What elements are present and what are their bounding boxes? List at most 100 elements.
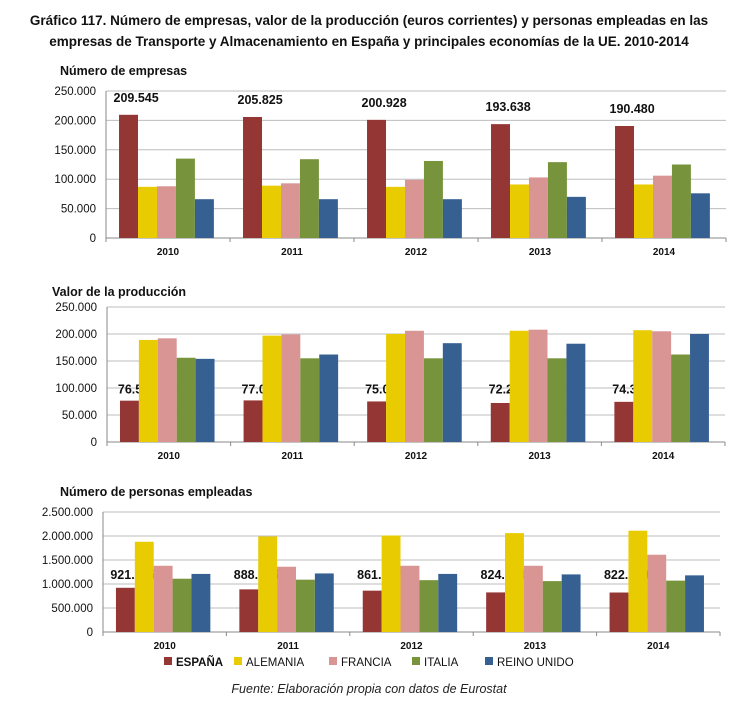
bar-españa-2012 [362, 590, 382, 632]
bar-italia-2012 [423, 358, 443, 442]
bar-reino-unido-2011 [314, 573, 334, 632]
x-tick-label: 2010 [157, 247, 180, 258]
bar-francia-2012 [404, 179, 424, 238]
bar-españa-2010 [115, 587, 135, 632]
bar-italia-2011 [295, 579, 315, 632]
x-tick-label: 2013 [524, 641, 547, 652]
bar-españa-2011 [243, 400, 263, 442]
bar-alemania-2011 [258, 536, 278, 632]
panel-title: Valor de la producción [52, 285, 186, 299]
bar-alemania-2012 [386, 334, 405, 442]
panel-title: Número de personas empleadas [60, 485, 252, 499]
x-tick-label: 2013 [529, 247, 552, 258]
x-tick-label: 2011 [282, 451, 304, 462]
legend-swatch [164, 657, 172, 665]
legend-label: ALEMANIA [246, 657, 304, 669]
bar-italia-2012 [423, 160, 443, 238]
bar-reino-unido-2012 [442, 343, 462, 442]
bar-alemania-2014 [633, 330, 653, 442]
bar-reino-unido-2011 [319, 354, 339, 442]
bar-alemania-2011 [261, 185, 281, 238]
bar-italia-2011 [300, 358, 320, 442]
bar-italia-2012 [419, 580, 439, 632]
bar-reino-unido-2014 [690, 193, 710, 238]
y-tick-label: 150.000 [54, 145, 96, 157]
bar-italia-2010 [176, 357, 196, 442]
bar-francia-2011 [277, 566, 296, 632]
data-label: 190.480 [610, 102, 655, 116]
x-tick-label: 2010 [158, 451, 181, 462]
bar-reino-unido-2013 [566, 343, 586, 442]
bar-reino-unido-2010 [191, 573, 211, 632]
x-tick-label: 2014 [647, 641, 670, 652]
bar-italia-2013 [547, 358, 567, 442]
bar-francia-2014 [647, 554, 667, 632]
bar-alemania-2010 [138, 339, 158, 442]
y-tick-label: 200.000 [55, 329, 97, 341]
bar-alemania-2013 [509, 330, 529, 442]
x-tick-label: 2011 [277, 641, 299, 652]
bar-italia-2010 [172, 578, 192, 632]
bar-reino-unido-2013 [566, 196, 586, 238]
bar-alemania-2014 [633, 184, 653, 238]
y-tick-label: 2.000.000 [42, 531, 93, 543]
bar-francia-2013 [528, 177, 548, 238]
bar-españa-2013 [491, 124, 510, 238]
bar-francia-2014 [652, 331, 672, 442]
bar-italia-2014 [666, 580, 686, 632]
bar-francia-2011 [281, 334, 301, 442]
bar-reino-unido-2011 [318, 199, 338, 238]
y-tick-label: 250.000 [54, 86, 96, 98]
bar-francia-2012 [404, 330, 424, 442]
bar-españa-2014 [614, 401, 634, 442]
bar-italia-2013 [547, 162, 567, 238]
bar-francia-2010 [156, 186, 176, 238]
bar-reino-unido-2013 [561, 574, 581, 632]
legend-label: FRANCIA [341, 657, 392, 669]
bar-alemania-2010 [137, 186, 157, 238]
y-tick-label: 250.000 [55, 302, 97, 314]
chart-title: Gráfico 117. Número de empresas, valor d… [29, 13, 709, 49]
bar-reino-unido-2014 [690, 334, 709, 442]
y-tick-label: 200.000 [54, 115, 96, 127]
legend-label: REINO UNIDO [497, 657, 574, 669]
x-tick-label: 2014 [653, 247, 676, 258]
bar-españa-2010 [119, 114, 138, 238]
y-tick-label: 0 [91, 437, 97, 449]
bar-alemania-2013 [505, 533, 524, 632]
bar-alemania-2010 [134, 541, 154, 632]
legend-label: ITALIA [424, 657, 459, 669]
source-note: Fuente: Elaboración propia con datos de … [231, 682, 507, 696]
bar-alemania-2012 [385, 186, 405, 238]
bar-alemania-2013 [509, 184, 529, 238]
y-tick-label: 2.500.000 [42, 507, 93, 519]
bar-reino-unido-2014 [685, 575, 704, 632]
bar-españa-2014 [609, 592, 629, 632]
x-tick-label: 2012 [405, 451, 428, 462]
y-tick-label: 100.000 [54, 174, 96, 186]
y-tick-label: 50.000 [62, 410, 97, 422]
bar-francia-2014 [652, 175, 672, 238]
data-label: 200.928 [362, 96, 407, 110]
x-tick-label: 2013 [528, 451, 551, 462]
y-tick-label: 1.000.000 [42, 579, 93, 591]
legend-swatch [412, 657, 420, 665]
bar-italia-2010 [175, 158, 195, 238]
x-tick-label: 2011 [281, 247, 303, 258]
y-tick-label: 0 [87, 627, 93, 639]
bar-españa-2010 [119, 400, 139, 442]
bar-reino-unido-2012 [442, 199, 462, 238]
legend-swatch [329, 657, 337, 665]
panel-title: Número de empresas [60, 64, 187, 78]
bar-italia-2013 [542, 581, 562, 632]
bar-alemania-2012 [381, 535, 401, 632]
y-tick-label: 0 [90, 233, 96, 245]
y-tick-label: 50.000 [61, 204, 96, 216]
bar-italia-2014 [671, 164, 691, 238]
data-label: 209.545 [114, 91, 159, 105]
y-tick-label: 500.000 [51, 603, 93, 615]
y-tick-label: 150.000 [55, 356, 97, 368]
bar-francia-2013 [523, 565, 543, 632]
bar-alemania-2014 [628, 530, 648, 632]
